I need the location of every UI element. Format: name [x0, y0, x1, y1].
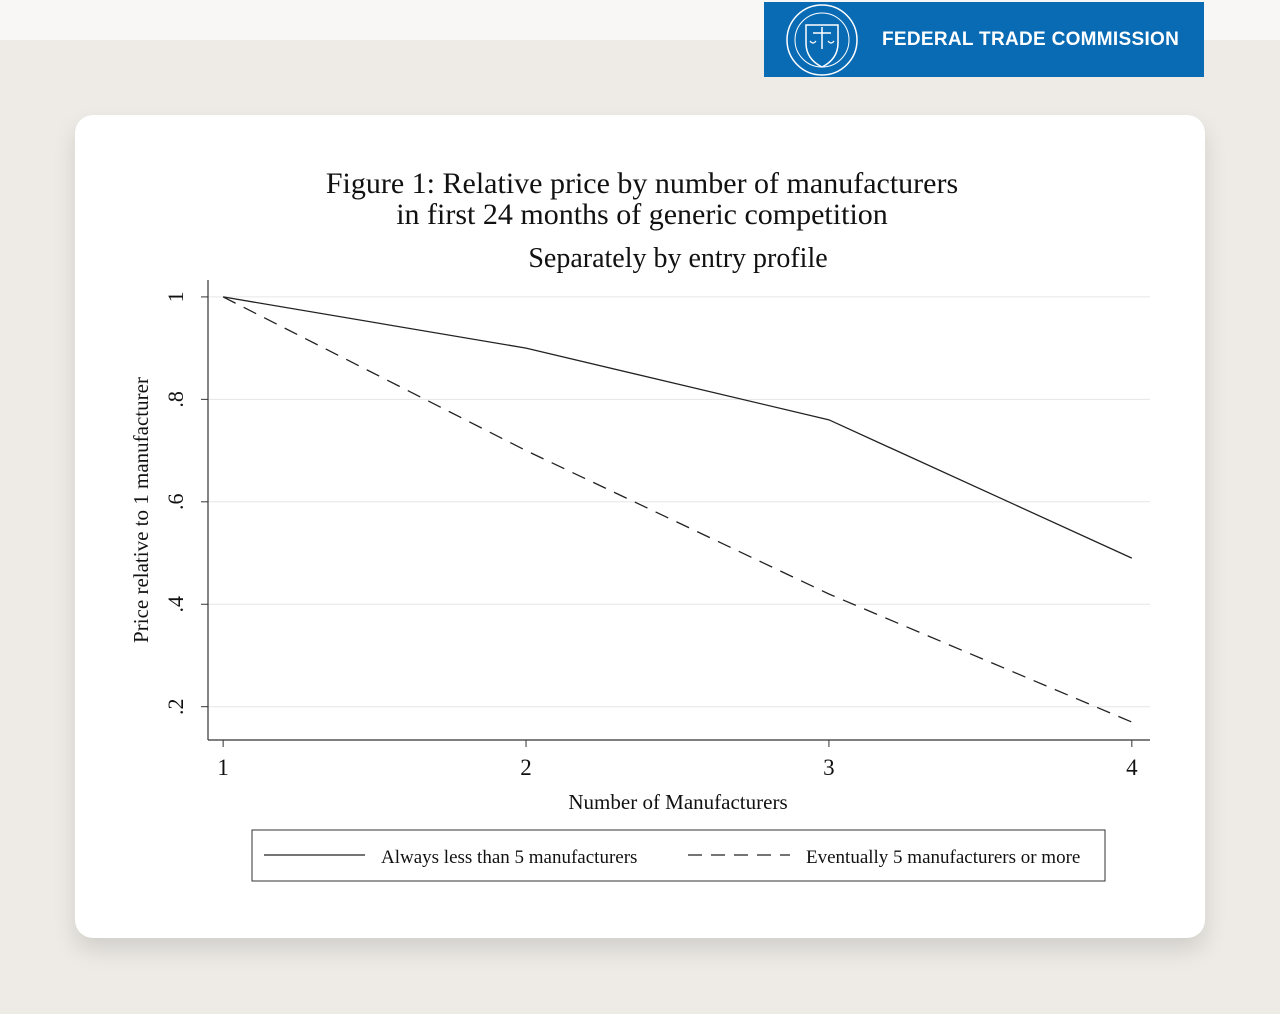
chart-title-line2: in first 24 months of generic competitio…: [396, 198, 888, 231]
x-tick-label: 4: [1126, 755, 1138, 780]
legend-box: [251, 829, 1106, 882]
legend-label-series-1: Always less than 5 manufacturers: [381, 847, 637, 868]
y-axis-label: Price relative to 1 manufacturer: [129, 377, 153, 643]
y-tick-label: .2: [163, 698, 188, 715]
y-tick-label: .6: [163, 494, 188, 511]
legend-label-series-2: Eventually 5 manufacturers or more: [806, 847, 1080, 868]
ftc-seal-icon: [786, 3, 858, 76]
y-tick-label: 1: [163, 291, 188, 302]
series-line-1: [223, 296, 1133, 559]
figure-card: Figure 1: Relative price by number of ma…: [75, 115, 1205, 938]
x-tick-label: 1: [217, 755, 229, 780]
chart-title-line1: Figure 1: Relative price by number of ma…: [326, 167, 958, 200]
x-tick-label: 2: [520, 755, 532, 780]
line-chart: Figure 1: Relative price by number of ma…: [129, 167, 1150, 882]
ftc-banner[interactable]: FEDERAL TRADE COMMISSION: [764, 2, 1204, 77]
chart-subtitle: Separately by entry profile: [528, 243, 827, 274]
y-tick-label: .8: [163, 391, 188, 408]
series-line-2: [222, 296, 1133, 723]
x-axis-label: Number of Manufacturers: [568, 790, 787, 814]
org-name: FEDERAL TRADE COMMISSION: [882, 28, 1180, 50]
x-tick-label: 3: [823, 755, 835, 780]
y-tick-label: .4: [163, 596, 188, 613]
